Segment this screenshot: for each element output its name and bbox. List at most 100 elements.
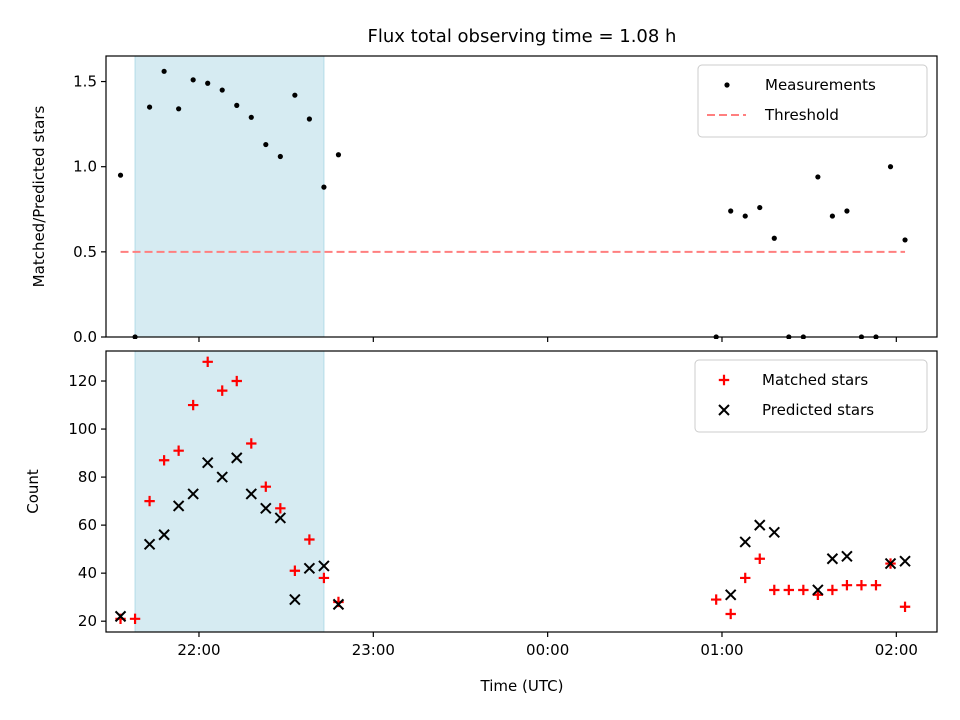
matched-stars-point [231,375,242,387]
predicted-stars-point [884,557,897,570]
matched-stars-point [187,399,199,411]
y-tick-label: 1.0 [73,158,97,176]
measurements-point [887,164,894,170]
matched-stars-point [202,356,213,368]
measurements-point [117,172,124,178]
x-tick-label: 01:00 [700,641,743,659]
measurements-point [190,77,196,83]
chart-title: Flux total observing time = 1.08 h [368,26,677,47]
count-panel: 20 40 60 80 100 120 22:00 23:00 00:00 01:00 02:00 C… [24,350,938,659]
measurements-point [292,92,298,98]
matched-stars-point [856,579,867,591]
matched-stars-point [798,584,809,596]
measurements-point [829,213,835,219]
predicted-stars-point [724,589,737,601]
x-axis-label: Time (UTC) [480,677,564,695]
measurements-point [902,237,908,243]
predicted-stars-point [158,529,170,541]
measurements-point [234,102,240,108]
measurements-point [771,235,777,241]
measurements-point [263,141,269,148]
predicted-stars-point [143,538,156,551]
legend-predicted-stars-swatch [718,404,730,416]
measurements-point [146,104,153,110]
matched-stars-point [260,481,272,492]
count-y-axis-label: Count [24,469,42,514]
predicted-stars-point [172,500,185,512]
legend-box [694,359,928,433]
predicted-stars-point [303,562,316,575]
y-tick-label: 40 [78,564,97,582]
matched-stars-point [304,534,315,545]
ratio-observing-window [134,55,325,338]
matched-stars-point [275,503,286,514]
matched-stars-point [289,565,301,576]
matched-stars-point [841,579,853,591]
matched-stars-point [217,385,228,396]
y-tick-label: 60 [78,516,97,534]
measurements-point [219,87,225,93]
measurements-point [757,204,763,211]
x-tick-label: 02:00 [875,641,918,659]
legend-label: Predicted stars [762,401,874,419]
legend-box [697,64,928,138]
matched-stars-point [129,613,141,624]
x-tick-label: 22:00 [177,641,220,659]
measurements-point [335,152,342,158]
predicted-stars-point [332,598,345,611]
count-frame [105,350,938,633]
predicted-stars-point [812,584,824,596]
matched-stars-point [144,495,155,507]
matched-stars-point [827,584,838,596]
y-tick-label: 80 [78,468,97,486]
legend-label: Matched stars [762,371,868,389]
measurements-point [248,114,254,120]
predicted-stars-point [768,526,780,539]
ratio-y-axis-label: Matched/Predicted stars [30,106,48,288]
y-tick-label: 1.5 [73,73,97,91]
predicted-stars-point [289,593,301,606]
measurements-point [321,184,327,190]
measurements-point [205,80,211,86]
predicted-stars-point [231,452,243,464]
matched-stars-point [710,594,722,605]
y-tick-label: 20 [78,612,97,630]
predicted-stars-point [216,471,228,483]
measurements-point [815,174,821,180]
predicted-stars-point [260,502,272,515]
predicted-stars-point [899,555,911,567]
predicted-stars-point [187,488,199,500]
legend-label: Measurements [765,76,876,94]
predicted-stars-point [274,512,287,524]
ratio-legend: Measurements Threshold [697,64,928,138]
measurements-point [277,153,283,160]
matched-stars-point [870,579,882,591]
matched-stars-point [783,584,795,596]
predicted-stars-point [201,456,214,469]
legend-label: Threshold [764,106,839,124]
x-tick-label: 23:00 [352,641,395,659]
measurements-point [844,208,850,214]
matched-stars-point [754,553,765,564]
matched-stars-point [769,584,780,596]
x-tick-label: 00:00 [526,641,569,659]
legend-measurements-swatch [724,82,730,88]
measurements-point [161,68,167,74]
measurements-point [728,208,734,214]
count-points [114,356,911,624]
ratio-frame [105,55,938,338]
y-tick-label: 0.5 [73,243,97,261]
measurements-point [742,213,748,219]
y-tick-label: 100 [68,420,97,438]
matched-stars-point [158,455,170,466]
predicted-stars-point [318,560,330,572]
matched-stars-point [318,572,330,584]
count-observing-window [134,350,325,633]
y-tick-label: 120 [68,372,97,390]
count-legend: Matched stars Predicted stars [694,359,928,433]
predicted-stars-point [739,536,751,548]
ratio-panel: 0.0 0.5 1.0 1.5 Matched/Predicted stars Measu… [30,55,938,346]
legend-matched-stars-swatch [718,374,730,386]
measurements-point [176,106,182,112]
